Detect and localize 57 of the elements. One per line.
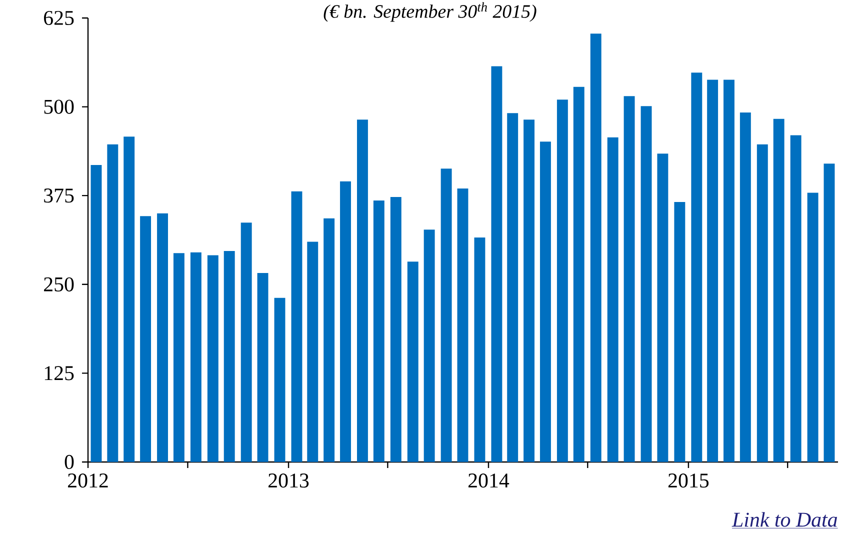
bar (590, 34, 602, 462)
x-tick-label: 2013 (268, 474, 309, 488)
bar (291, 191, 302, 462)
y-tick-label: 500 (44, 100, 74, 114)
bar (773, 118, 784, 462)
bar (624, 96, 635, 462)
bar (257, 273, 268, 462)
bar (124, 136, 135, 462)
chart-title: (€ bn. September 30$^{th}$ 2015) (324, 2, 536, 22)
bar (340, 181, 351, 462)
bar (207, 255, 218, 462)
bar (691, 72, 702, 462)
x-tick-label: 2014 (468, 474, 510, 488)
bar (307, 242, 318, 462)
bar (224, 250, 235, 462)
y-tick-label: 125 (44, 366, 74, 380)
bar (407, 262, 418, 462)
y-tick-label: 375 (44, 188, 74, 203)
bar (424, 230, 435, 462)
bar (507, 113, 518, 462)
bar (724, 80, 734, 462)
bar (540, 142, 551, 462)
bar (607, 137, 618, 462)
bar (807, 192, 818, 462)
bar (373, 200, 384, 462)
bar (824, 164, 835, 462)
bar (274, 298, 286, 462)
bar (190, 252, 202, 462)
x-tick-label: 2012 (68, 474, 108, 488)
bar (173, 253, 184, 462)
bar (524, 120, 535, 462)
bar (556, 100, 568, 462)
bar (756, 144, 768, 462)
bar (107, 144, 118, 462)
bar (707, 80, 718, 462)
bar (491, 66, 502, 462)
bar (573, 86, 584, 462)
bar (657, 154, 668, 462)
y-tick-label: 625 (44, 10, 74, 26)
text: Link to Data (732, 512, 838, 527)
y-tick-label: 250 (44, 277, 74, 292)
bar (474, 238, 486, 462)
bar (324, 218, 335, 462)
bar (157, 213, 168, 462)
bar (440, 168, 452, 462)
bar (790, 135, 802, 462)
x-tick-label: 2015 (668, 474, 709, 488)
bar (240, 222, 252, 462)
y-tick-label: 0 (64, 454, 74, 470)
bar (390, 197, 402, 462)
bar (740, 112, 751, 462)
bar (90, 165, 102, 462)
bar (357, 120, 368, 462)
bar (640, 106, 652, 462)
bar (140, 216, 152, 462)
bar (457, 188, 468, 462)
bar (674, 202, 686, 462)
